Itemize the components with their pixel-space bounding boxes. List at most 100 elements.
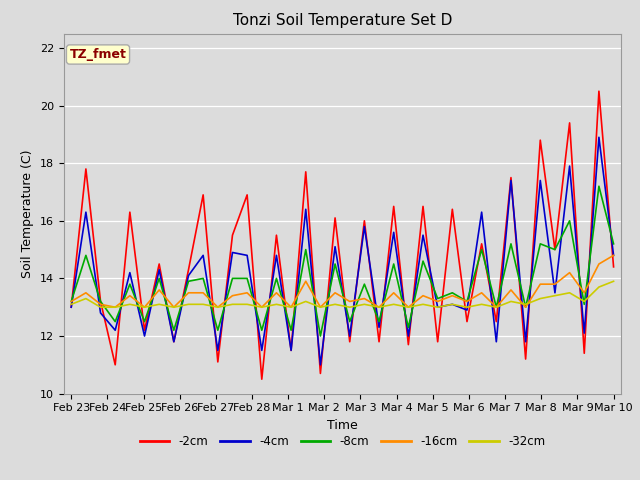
-32cm <box>449 301 456 307</box>
-2cm <box>419 204 427 209</box>
-2cm <box>170 339 178 345</box>
-8cm <box>156 276 163 281</box>
-2cm <box>566 120 573 126</box>
-2cm <box>404 342 412 348</box>
-32cm <box>287 304 295 310</box>
-8cm <box>82 252 90 258</box>
-16cm <box>170 304 178 310</box>
-8cm <box>317 333 324 339</box>
-4cm <box>111 327 119 333</box>
-4cm <box>317 362 324 368</box>
-16cm <box>360 296 368 301</box>
-32cm <box>214 304 221 310</box>
-16cm <box>273 290 280 296</box>
-8cm <box>199 276 207 281</box>
-32cm <box>82 296 90 301</box>
-8cm <box>404 324 412 330</box>
-2cm <box>551 247 559 252</box>
-32cm <box>346 304 353 310</box>
-4cm <box>273 252 280 258</box>
-4cm <box>228 250 236 255</box>
-4cm <box>302 206 310 212</box>
-2cm <box>522 356 529 362</box>
-16cm <box>478 290 486 296</box>
-4cm <box>126 270 134 276</box>
-8cm <box>492 304 500 310</box>
-16cm <box>580 290 588 296</box>
-32cm <box>273 301 280 307</box>
-2cm <box>478 241 486 247</box>
-2cm <box>126 209 134 215</box>
-4cm <box>463 307 471 313</box>
-8cm <box>434 296 442 301</box>
-16cm <box>199 290 207 296</box>
-32cm <box>332 301 339 307</box>
-32cm <box>404 304 412 310</box>
-4cm <box>390 229 397 235</box>
-4cm <box>170 339 178 345</box>
-32cm <box>419 301 427 307</box>
-8cm <box>258 327 266 333</box>
-4cm <box>449 301 456 307</box>
-2cm <box>580 350 588 356</box>
-2cm <box>302 169 310 175</box>
-16cm <box>111 304 119 310</box>
-32cm <box>463 304 471 310</box>
-8cm <box>522 304 529 310</box>
-2cm <box>67 304 75 310</box>
-4cm <box>595 134 603 140</box>
-8cm <box>449 290 456 296</box>
-2cm <box>287 348 295 353</box>
-2cm <box>595 88 603 94</box>
-16cm <box>463 299 471 304</box>
-32cm <box>610 278 618 284</box>
-4cm <box>404 333 412 339</box>
-32cm <box>580 299 588 304</box>
Text: TZ_fmet: TZ_fmet <box>70 48 127 61</box>
-16cm <box>97 301 104 307</box>
-32cm <box>185 301 193 307</box>
-8cm <box>580 301 588 307</box>
-4cm <box>375 324 383 330</box>
-4cm <box>522 339 529 345</box>
-2cm <box>390 204 397 209</box>
-2cm <box>463 319 471 324</box>
-4cm <box>580 330 588 336</box>
Line: -16cm: -16cm <box>71 255 614 307</box>
-8cm <box>419 258 427 264</box>
-4cm <box>434 304 442 310</box>
-16cm <box>243 290 251 296</box>
-32cm <box>258 304 266 310</box>
-2cm <box>492 319 500 324</box>
-32cm <box>317 304 324 310</box>
-32cm <box>126 301 134 307</box>
-8cm <box>287 327 295 333</box>
-16cm <box>507 287 515 293</box>
-8cm <box>463 299 471 304</box>
-2cm <box>97 299 104 304</box>
-16cm <box>566 270 573 276</box>
-4cm <box>82 209 90 215</box>
-32cm <box>199 301 207 307</box>
-2cm <box>346 339 353 345</box>
-16cm <box>258 304 266 310</box>
Line: -32cm: -32cm <box>71 281 614 307</box>
-2cm <box>317 371 324 376</box>
-2cm <box>610 264 618 270</box>
-4cm <box>141 333 148 339</box>
-2cm <box>434 339 442 345</box>
-16cm <box>536 281 544 287</box>
-16cm <box>332 290 339 296</box>
-16cm <box>185 290 193 296</box>
-32cm <box>492 304 500 310</box>
-16cm <box>82 290 90 296</box>
-2cm <box>273 232 280 238</box>
-8cm <box>566 218 573 224</box>
-4cm <box>478 209 486 215</box>
-32cm <box>434 304 442 310</box>
-2cm <box>507 175 515 180</box>
-8cm <box>478 247 486 252</box>
-8cm <box>551 247 559 252</box>
-2cm <box>360 218 368 224</box>
-4cm <box>185 273 193 278</box>
